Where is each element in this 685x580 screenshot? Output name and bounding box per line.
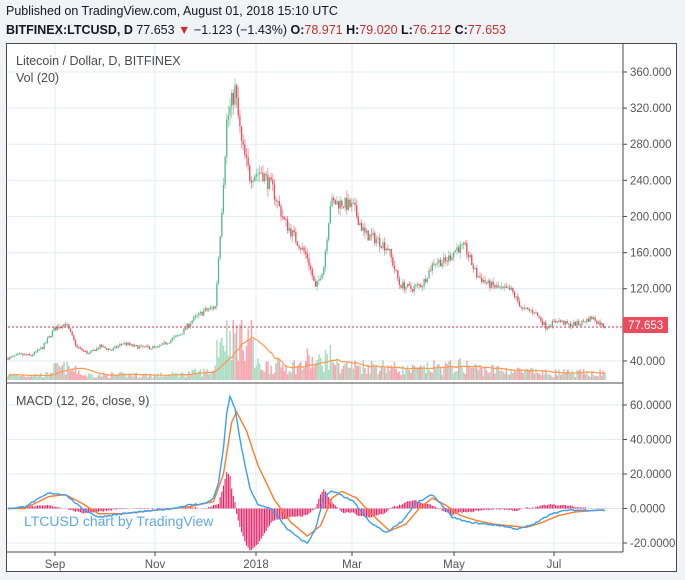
- high-value: 79.020: [359, 23, 398, 37]
- symbol-legend[interactable]: Litecoin / Dollar, D, BITFINEX: [16, 54, 181, 68]
- tradingview-watermark: LTCUSD chart by TradingView: [24, 513, 214, 529]
- signal-line: [8, 410, 605, 538]
- svg-text:160.000: 160.000: [630, 248, 672, 260]
- macd-legend[interactable]: MACD (12, 26, close, 9): [16, 394, 150, 408]
- svg-text:320.000: 320.000: [630, 103, 672, 115]
- svg-text:Sep: Sep: [45, 559, 65, 571]
- close-value: 77.653: [467, 23, 507, 37]
- open-label: O:: [290, 23, 305, 37]
- svg-text:0.0000: 0.0000: [630, 504, 665, 516]
- price-axis[interactable]: 360.000 320.000 280.000 240.000 200.000 160.0…: [623, 67, 672, 368]
- svg-text:40.000: 40.000: [630, 356, 665, 368]
- svg-text:40.0000: 40.0000: [630, 435, 672, 447]
- chart-frame[interactable]: [6, 43, 677, 572]
- svg-text:200.000: 200.000: [630, 211, 672, 223]
- svg-text:120.000: 120.000: [630, 284, 672, 296]
- low-value: 76.212: [412, 23, 452, 37]
- last-price: 77.653: [136, 23, 175, 37]
- macd-histogram: [7, 472, 606, 551]
- svg-text:Nov: Nov: [145, 559, 166, 571]
- close-label: C:: [454, 23, 468, 37]
- svg-text:Jul: Jul: [547, 559, 562, 571]
- volume-ma-line: [7, 336, 606, 378]
- down-arrow-icon: ▼: [178, 23, 191, 37]
- svg-text:May: May: [443, 559, 465, 571]
- grid-lines: [7, 44, 623, 552]
- svg-text:2018: 2018: [243, 559, 269, 571]
- svg-text:360.000: 360.000: [630, 67, 672, 79]
- svg-text:240.000: 240.000: [630, 175, 672, 187]
- volume-bars: [7, 320, 606, 380]
- open-value: 78.971: [304, 23, 343, 37]
- price-change: −1.123 (−1.43%): [193, 23, 288, 37]
- svg-text:77.653: 77.653: [628, 320, 663, 332]
- svg-text:280.000: 280.000: [630, 139, 672, 151]
- symbol: BITFINEX:LTCUSD, D: [6, 23, 133, 37]
- published-line: Published on TradingView.com, August 01,…: [6, 4, 338, 18]
- time-axis[interactable]: Sep Nov 2018 Mar May Jul: [45, 552, 562, 571]
- volume-legend[interactable]: Vol (20): [16, 71, 60, 85]
- macd-line: [7, 394, 605, 545]
- candlesticks: [7, 78, 606, 361]
- chart-header: Published on TradingView.com, August 01,…: [6, 2, 506, 40]
- svg-text:20.0000: 20.0000: [630, 469, 672, 481]
- svg-text:60.0000: 60.0000: [630, 400, 672, 412]
- low-label: L:: [401, 23, 413, 37]
- last-price-badge: 77.653: [623, 317, 668, 333]
- high-label: H:: [346, 23, 360, 37]
- svg-text:Mar: Mar: [342, 559, 362, 571]
- svg-text:-20.0000: -20.0000: [630, 538, 675, 550]
- symbol-line: BITFINEX:LTCUSD, D 77.653 ▼ −1.123 (−1.4…: [6, 21, 506, 40]
- macd-axis[interactable]: 60.0000 40.0000 20.0000 0.0000 -20.0000: [623, 400, 675, 550]
